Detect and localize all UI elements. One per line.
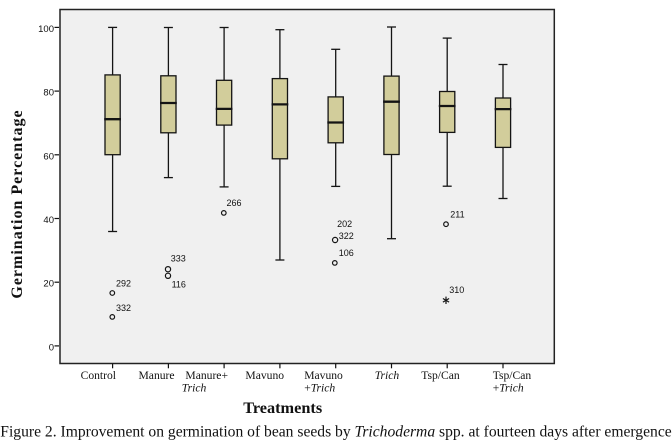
svg-text:211: 211 [450, 210, 464, 220]
svg-text:Germination Percentage: Germination Percentage [9, 109, 26, 298]
svg-text:Figure 2. Improvement on germi: Figure 2. Improvement on germination of … [0, 423, 672, 440]
svg-text:100: 100 [38, 24, 54, 35]
svg-text:+Trich: +Trich [493, 381, 524, 394]
svg-text:333: 333 [171, 254, 186, 264]
svg-text:202: 202 [337, 219, 352, 229]
svg-text:266: 266 [227, 198, 242, 208]
svg-text:60: 60 [43, 151, 54, 162]
svg-text:Trich: Trich [375, 369, 400, 382]
svg-text:Tsp/Can: Tsp/Can [493, 369, 532, 382]
svg-text:332: 332 [116, 303, 131, 313]
svg-text:Manure+: Manure+ [185, 369, 228, 382]
svg-text:Manure: Manure [139, 369, 175, 382]
svg-text:310: 310 [449, 285, 464, 295]
svg-text:20: 20 [43, 279, 54, 290]
svg-text:0: 0 [49, 342, 54, 353]
svg-text:116: 116 [172, 280, 186, 290]
svg-text:106: 106 [339, 248, 354, 258]
svg-text:Tsp/Can: Tsp/Can [421, 369, 460, 382]
svg-text:292: 292 [116, 279, 131, 289]
svg-text:80: 80 [43, 88, 54, 99]
svg-text:+Trich: +Trich [304, 381, 335, 394]
svg-text:Treatments: Treatments [243, 398, 322, 417]
svg-text:Trich: Trich [182, 381, 207, 394]
svg-text:40: 40 [43, 215, 54, 226]
svg-text:Mavuno: Mavuno [245, 369, 284, 382]
svg-text:Control: Control [81, 369, 116, 382]
svg-text:Mavuno: Mavuno [304, 369, 343, 382]
svg-text:322: 322 [339, 231, 354, 241]
